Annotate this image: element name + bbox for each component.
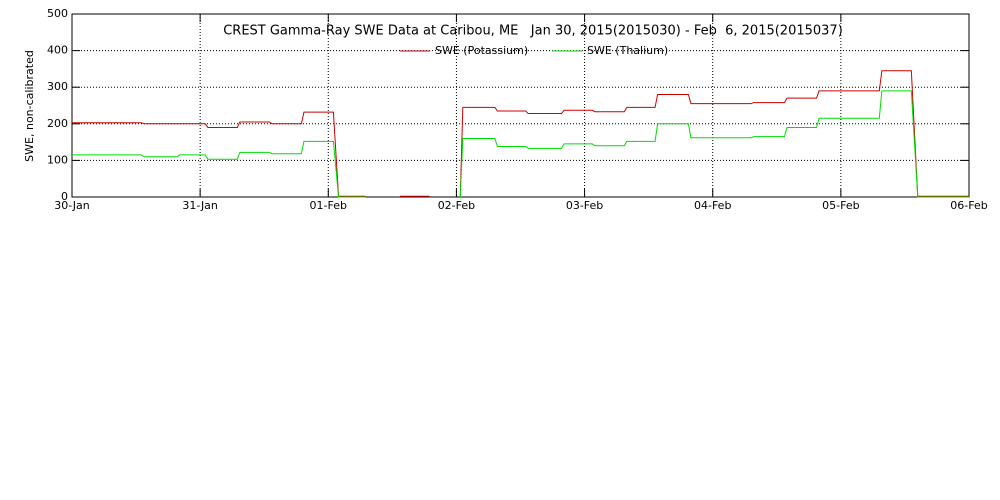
plot-frame: [71, 13, 970, 198]
y-axis-label: SWE, non-calibrated: [23, 50, 36, 162]
x-tick-label: 03-Feb: [566, 199, 603, 212]
x-tick-label: 01-Feb: [310, 199, 347, 212]
y-tick-label: 200: [47, 117, 68, 130]
y-tick-label: 100: [47, 153, 68, 166]
legend-label: SWE (Potassium): [435, 44, 528, 57]
chart-title: CREST Gamma-Ray SWE Data at Caribou, ME …: [223, 24, 843, 39]
legend-label: SWE (Thalium): [587, 44, 668, 57]
x-tick-label: 02-Feb: [438, 199, 475, 212]
y-tick-label: 0: [61, 190, 68, 203]
data-line: [72, 70, 969, 197]
data-line: [72, 90, 969, 198]
x-tick-label: 05-Feb: [822, 199, 859, 212]
x-tick-label: 06-Feb: [950, 199, 987, 212]
x-tick-label: 30-Jan: [54, 199, 90, 212]
y-tick-label: 500: [47, 7, 68, 20]
x-tick-label: 04-Feb: [694, 199, 731, 212]
y-tick-label: 400: [47, 44, 68, 57]
x-tick-label: 31-Jan: [182, 199, 218, 212]
y-tick-label: 300: [47, 80, 68, 93]
